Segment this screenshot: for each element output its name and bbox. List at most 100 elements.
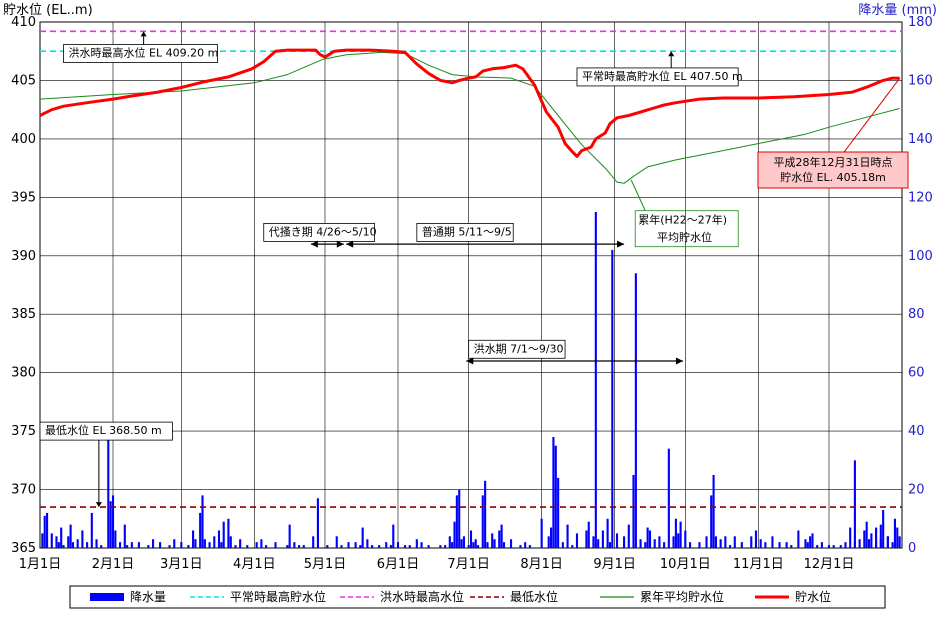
left-tick-label: 400 <box>11 132 36 147</box>
rain-bar <box>107 425 110 548</box>
rain-bar <box>57 542 60 548</box>
rain-bar <box>863 530 866 548</box>
rain-bar <box>239 539 242 548</box>
period-head-right <box>336 240 344 248</box>
period-head-left <box>310 240 318 248</box>
rain-bar <box>615 533 619 548</box>
rain-bar <box>420 542 423 548</box>
rain-bar <box>335 536 338 548</box>
x-tick-label: 3月1日 <box>160 557 203 572</box>
rain-bar <box>389 545 392 548</box>
avg-pointer <box>630 179 646 211</box>
annotation-box <box>63 44 218 63</box>
annotation-box <box>39 421 173 441</box>
rain-bar <box>81 530 84 548</box>
right-tick-label: 180 <box>908 15 933 30</box>
rain-bar <box>806 542 809 548</box>
rain-bar <box>648 530 652 548</box>
rain-bar <box>816 545 819 548</box>
rain-bar <box>632 474 635 548</box>
rain-bar <box>460 539 463 548</box>
rain-bar <box>853 460 856 548</box>
period-head-left <box>346 240 354 248</box>
rain-bar <box>667 448 670 548</box>
rain-bar <box>361 527 364 548</box>
rain-bar <box>557 477 560 548</box>
left-tick-label: 385 <box>11 307 36 322</box>
rain-bar <box>62 545 65 548</box>
rain-bar <box>340 545 343 548</box>
rain-bar <box>71 542 75 548</box>
right-tick-label: 80 <box>908 307 925 322</box>
rain-bar <box>484 480 487 548</box>
rain-bar <box>359 545 362 548</box>
rain-bar <box>194 539 197 548</box>
rain-bar <box>396 542 400 548</box>
rain-bar <box>540 518 543 548</box>
rain-bar <box>759 539 762 548</box>
rain-bar <box>486 542 489 548</box>
rain-bar <box>698 542 701 548</box>
rain-bar <box>606 518 609 548</box>
annotation-text: 洪水期 7/1～9/30 <box>474 341 564 355</box>
annotation-text: 洪水時最高水位 EL 409.20 m <box>69 46 219 60</box>
rain-bar <box>639 539 642 548</box>
callout-line2: 貯水位 EL. 405.18m <box>780 170 886 184</box>
rain-bar <box>623 536 626 548</box>
rain-bar <box>575 533 579 548</box>
rain-bar <box>67 536 70 548</box>
rain-bar <box>453 521 456 548</box>
left-axis-title: 貯水位 (EL..m) <box>3 3 93 18</box>
level-lines <box>39 48 900 184</box>
rain-bar <box>611 249 614 548</box>
rain-bar <box>882 510 885 548</box>
rain-bar <box>811 533 814 548</box>
avg-label-box <box>634 210 739 248</box>
rain-bar <box>427 545 430 548</box>
rain-bar <box>95 539 98 548</box>
rain-bar <box>719 539 722 548</box>
rain-bar <box>255 542 258 548</box>
rain-bar <box>60 527 63 548</box>
rain-bar <box>208 542 211 548</box>
rain-bar <box>785 542 788 548</box>
left-tick-label: 375 <box>11 424 36 439</box>
rain-bar <box>608 542 612 548</box>
rainfall-bars <box>41 211 901 548</box>
rain-bar <box>896 527 899 548</box>
left-tick-label: 405 <box>11 73 36 88</box>
rain-bar <box>90 512 93 548</box>
annotation-box <box>263 222 375 242</box>
rain-bar <box>509 539 513 548</box>
rain-bar <box>159 542 162 548</box>
right-tick-label: 100 <box>908 249 933 264</box>
rain-bar <box>366 539 369 548</box>
x-tick-label: 11月1日 <box>733 557 784 572</box>
rain-bar <box>147 545 150 548</box>
rain-bar <box>168 545 171 548</box>
rain-bar <box>498 530 501 548</box>
x-tick-label: 1月1日 <box>19 557 62 572</box>
rain-bar <box>293 542 296 548</box>
rain-bar <box>462 536 465 548</box>
rain-bar <box>111 495 115 548</box>
rain-bar <box>710 495 713 548</box>
callout-box: 平成28年12月31日時点 貯水位 EL. 405.18m <box>757 151 909 189</box>
rain-bar <box>444 545 447 548</box>
rain-bar <box>653 539 656 548</box>
rain-bar <box>879 524 882 548</box>
rain-bar <box>173 539 176 548</box>
rain-bar <box>298 545 301 548</box>
rain-bar <box>714 536 717 548</box>
rain-bar <box>448 536 451 548</box>
rain-bar <box>740 542 743 548</box>
rain-bar <box>130 542 133 548</box>
rain-bar <box>724 536 727 548</box>
right-tick-label: 60 <box>908 366 925 381</box>
rain-bar <box>123 524 126 548</box>
rain-bar <box>199 512 202 548</box>
rain-bar <box>898 536 901 548</box>
rain-bar <box>528 545 531 548</box>
legend: 降水量 平常時最高貯水位 洪水時最高水位 最低水位 累年平均貯水位 貯水位 <box>69 585 886 609</box>
rain-bar <box>658 536 661 548</box>
